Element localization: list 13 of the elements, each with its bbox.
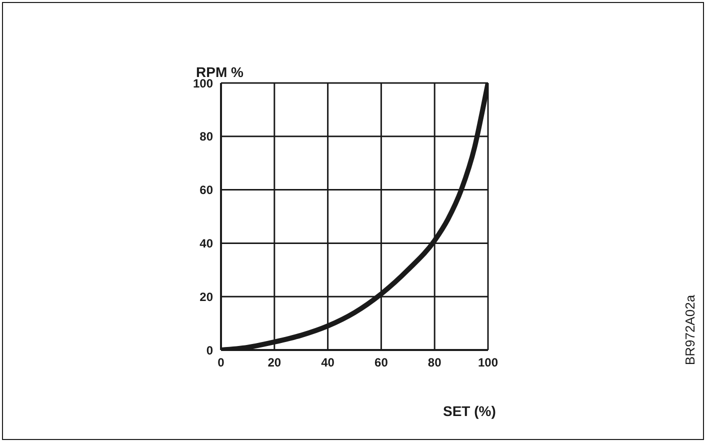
x-tick-label: 0: [218, 356, 225, 370]
x-tick-label: 20: [268, 356, 282, 370]
x-tick-label: 100: [478, 356, 498, 370]
y-tick-label: 0: [206, 343, 214, 358]
x-tick-label: 80: [428, 356, 442, 370]
text: BR972A02a: [682, 294, 698, 366]
x-tick-label: 60: [374, 356, 388, 370]
y-tick-label: 80: [200, 130, 214, 144]
y-tick-label: 60: [200, 183, 214, 198]
x-tick-label: 40: [321, 356, 335, 370]
x-axis-title: SET (%): [443, 403, 496, 419]
y-tick-label: 40: [200, 236, 214, 250]
y-tick-label: 20: [200, 290, 214, 304]
